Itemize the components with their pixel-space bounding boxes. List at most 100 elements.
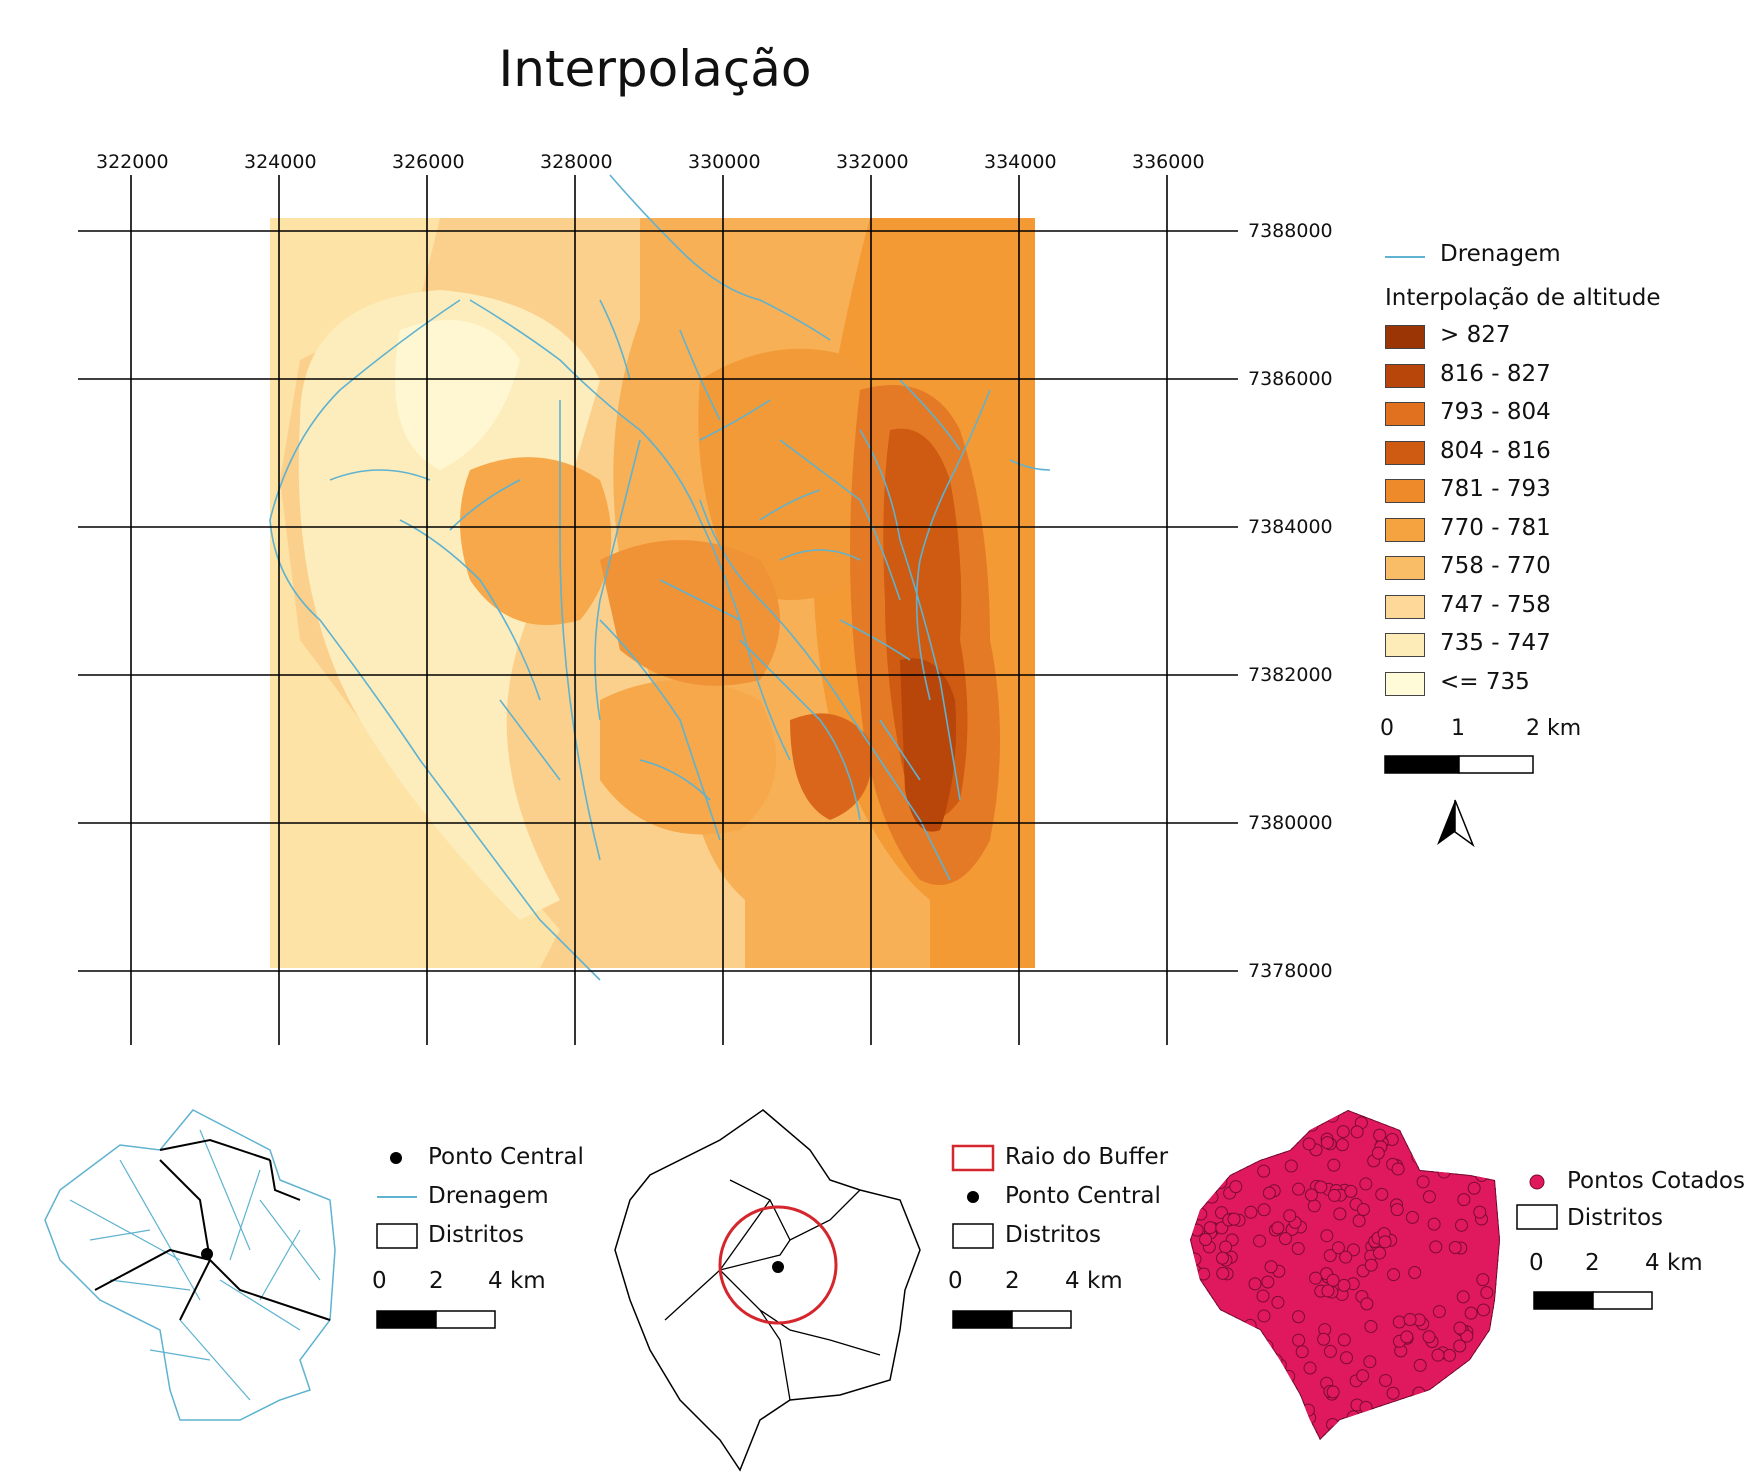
pontos-cotados-point (1192, 1187, 1206, 1201)
pontos-cotados-point (1194, 1207, 1208, 1221)
pontos-cotados-point (1281, 1403, 1295, 1417)
pontos-cotados-point (1400, 1330, 1414, 1344)
pontos-cotados-point (1391, 1162, 1405, 1176)
inset1-legend-label: Distritos (428, 1222, 525, 1248)
pontos-cotados-point (1260, 1339, 1274, 1353)
pontos-cotados-point (1386, 1386, 1400, 1400)
pontos-cotados-point (1193, 1166, 1207, 1180)
pontos-cotados-point (1411, 1150, 1425, 1164)
pontos-cotados-point (1429, 1240, 1443, 1254)
pontos-cotados-point (1206, 1345, 1220, 1359)
pontos-cotados-point (1214, 1160, 1228, 1174)
pontos-cotados-point (1211, 1390, 1225, 1404)
pontos-cotados-point (1228, 1112, 1242, 1126)
pontos-cotados-point (1453, 1339, 1467, 1353)
inset2-scale-label: 0 (948, 1268, 963, 1294)
pontos-cotados-point (1403, 1313, 1417, 1327)
pontos-cotados-point (1464, 1306, 1478, 1320)
pontos-cotados-point (1216, 1266, 1230, 1280)
pontos-cotados-point (1239, 1423, 1253, 1437)
scale-label: 1 (1451, 716, 1465, 741)
pontos-cotados-point (1356, 1203, 1370, 1217)
pontos-cotados-point (1478, 1364, 1492, 1378)
pontos-cotados-point (1197, 1267, 1211, 1281)
pontos-cotados-point (1241, 1124, 1255, 1138)
pontos-cotados-point (1214, 1175, 1228, 1189)
pontos-cotados-point (1227, 1212, 1241, 1226)
legend-swatch (1385, 556, 1425, 580)
pontos-cotados-point (1283, 1209, 1297, 1223)
pontos-cotados-point (1228, 1335, 1242, 1349)
legend-class-label: 793 - 804 (1440, 399, 1551, 425)
pontos-cotados-point (1257, 1164, 1271, 1178)
legend-class-label: 804 - 816 (1440, 437, 1551, 464)
pontos-cotados-point (1440, 1138, 1454, 1152)
pontos-cotados-point (1458, 1142, 1472, 1156)
drainage-network (269, 174, 1051, 981)
pontos-cotados-point (1375, 1187, 1389, 1201)
pontos-cotados-point (1335, 1138, 1349, 1152)
pontos-cotados-point (1212, 1389, 1226, 1403)
scale-label: 2 km (1526, 716, 1582, 741)
pontos-cotados-point (1476, 1303, 1490, 1317)
pontos-cotados-point (1371, 1146, 1385, 1160)
pontos-cotados-point (1229, 1180, 1243, 1194)
pontos-cotados-point (1287, 1117, 1301, 1131)
pontos-cotados-point (1248, 1277, 1262, 1291)
pontos-cotados-point (1190, 1223, 1204, 1237)
pontos-cotados-point (1213, 1130, 1227, 1144)
inset1-scale-label: 4 km (488, 1268, 546, 1294)
pontos-cotados-point (1454, 1218, 1468, 1232)
pontos-cotados-point (1193, 1360, 1207, 1374)
pontos-cotados-point (1213, 1115, 1227, 1129)
inset3-scale-label: 0 (1529, 1250, 1544, 1276)
pontos-cotados-point (1408, 1265, 1422, 1279)
inset2-legend-icons (951, 1144, 1072, 1329)
pontos-cotados-point (1253, 1234, 1267, 1248)
inset-points-map (1190, 1110, 1500, 1440)
pontos-cotados-point (1197, 1300, 1211, 1314)
inset3-scale-label: 2 (1585, 1250, 1600, 1276)
pontos-cotados-point (1424, 1401, 1438, 1415)
pontos-cotados-point (1280, 1398, 1294, 1412)
x-tick-label: 336000 (1132, 151, 1205, 173)
pontos-cotados-point (1215, 1425, 1229, 1439)
pontos-cotados-point (1328, 1425, 1342, 1439)
pontos-cotados-point (1190, 1421, 1203, 1435)
pontos-cotados-point (1309, 1271, 1323, 1285)
north-arrow-icon (1437, 799, 1475, 848)
pontos-cotados-point (1432, 1305, 1446, 1319)
pontos-cotados-point (1427, 1217, 1441, 1231)
pontos-cotados-point (1195, 1157, 1209, 1171)
pontos-cotados-point (1314, 1180, 1328, 1194)
pontos-cotados-point (1437, 1165, 1451, 1179)
pontos-cotados-point (1271, 1295, 1285, 1309)
pontos-cotados-point (1387, 1268, 1401, 1282)
pontos-cotados-point (1364, 1417, 1378, 1431)
pontos-cotados-point (1278, 1412, 1292, 1426)
y-tick-label: 7378000 (1248, 960, 1333, 982)
pontos-cotados-point (1346, 1410, 1360, 1424)
pontos-cotados-point (1379, 1373, 1393, 1387)
pontos-cotados-point (1248, 1341, 1262, 1355)
pontos-cotados-point (1399, 1113, 1413, 1127)
pontos-cotados-point (1237, 1110, 1251, 1122)
pontos-cotados-point (1212, 1404, 1226, 1418)
legend-class-label: 770 - 781 (1440, 514, 1551, 541)
inset-buffer-map (614, 1109, 921, 1472)
legend-swatch (1385, 517, 1425, 542)
y-tick-label: 7382000 (1248, 664, 1333, 686)
pontos-cotados-point (1326, 1110, 1340, 1123)
pontos-cotados-point (1303, 1361, 1317, 1375)
pontos-cotados-point (1257, 1309, 1271, 1323)
pontos-cotados-point (1456, 1290, 1470, 1304)
inset2-scale-label: 4 km (1065, 1268, 1123, 1294)
pontos-cotados-point (1320, 1229, 1334, 1243)
inset1-scale-label: 2 (429, 1268, 444, 1294)
pontos-cotados-point (1305, 1118, 1319, 1132)
pontos-cotados-point (1271, 1221, 1285, 1235)
pontos-cotados-point (1457, 1193, 1471, 1207)
pontos-cotados-point (1415, 1129, 1429, 1143)
pontos-cotados-point (1292, 1182, 1306, 1196)
pontos-cotados-point (1191, 1350, 1205, 1364)
